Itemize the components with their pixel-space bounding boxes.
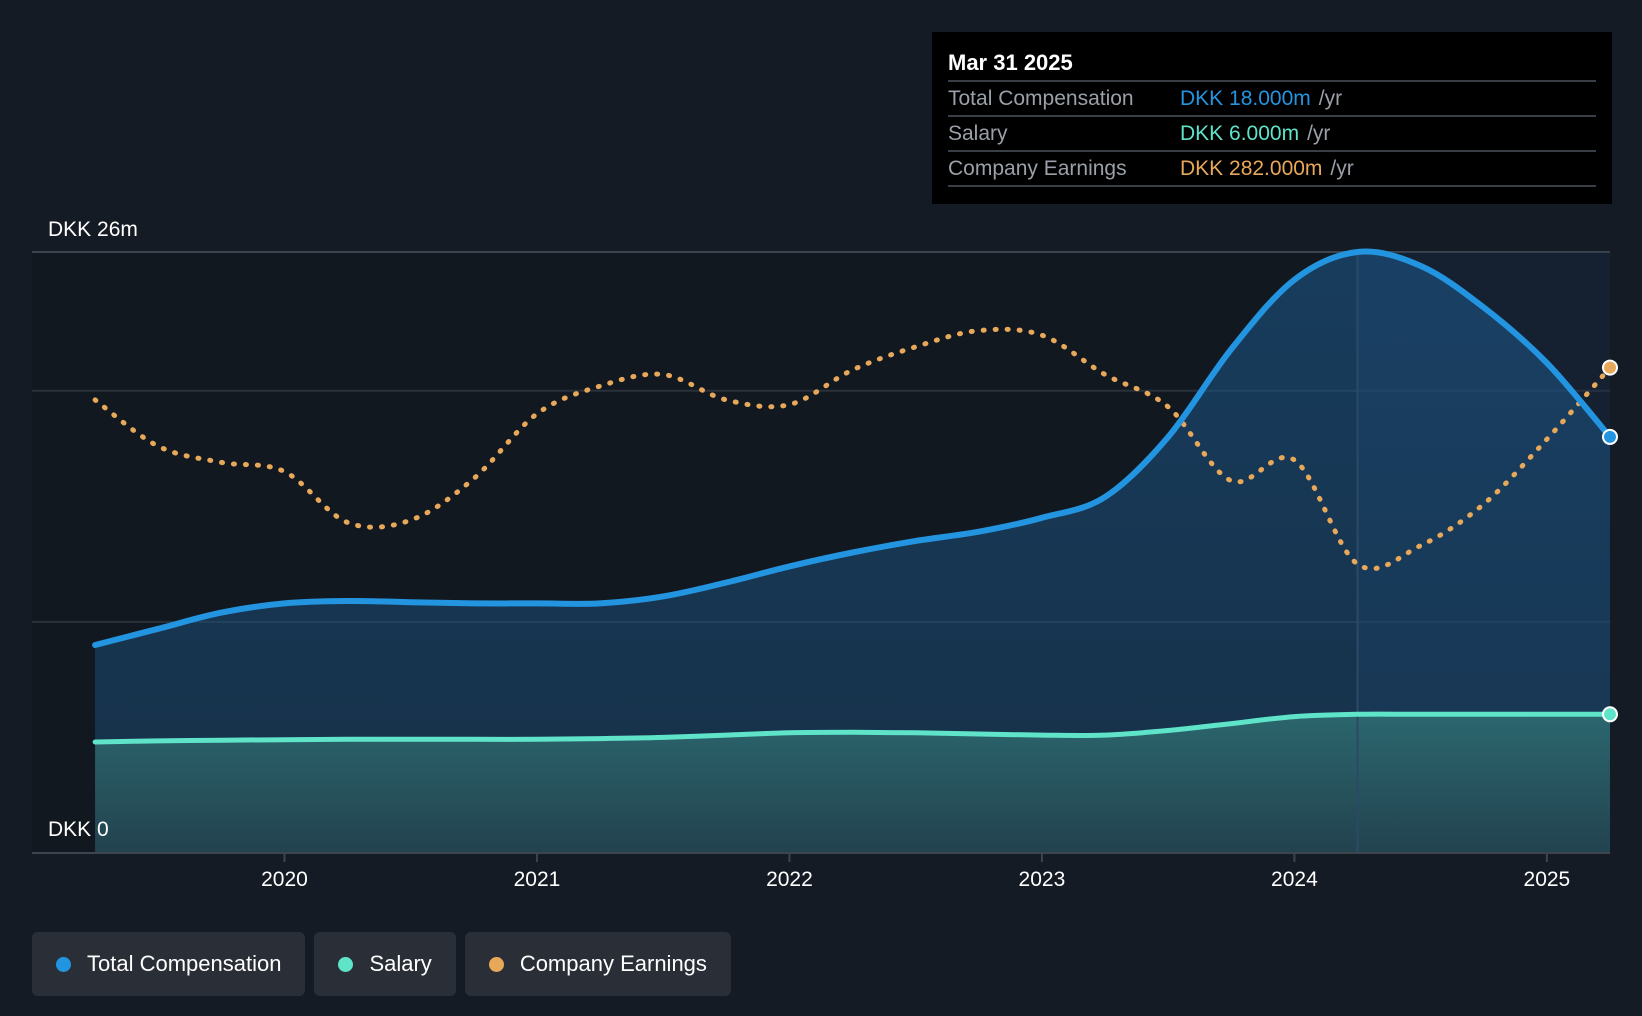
tooltip-value: DKK 6.000m: [1180, 122, 1300, 145]
x-tick-label: 2021: [514, 868, 561, 891]
series-end-marker: [1602, 428, 1618, 445]
salary-line: [92, 711, 1613, 745]
legend-item-company-earnings[interactable]: Company Earnings: [464, 932, 731, 996]
x-tick-label: 2024: [1271, 868, 1318, 891]
legend: Total Compensation Salary Company Earnin…: [32, 932, 731, 996]
tooltip: Mar 31 2025 Total Compensation DKK 18.00…: [932, 32, 1612, 204]
total-compensation-line: [92, 248, 1613, 648]
company-earnings-line: [92, 326, 1613, 572]
legend-item-salary[interactable]: Salary: [314, 932, 456, 996]
tooltip-unit: /yr: [1307, 122, 1331, 145]
x-tick-label: 2025: [1524, 868, 1571, 891]
legend-dot-icon: [488, 956, 504, 972]
x-tick-label: 2022: [766, 868, 813, 891]
tooltip-unit: /yr: [1318, 87, 1343, 110]
tooltip-value: DKK 18.000m: [1180, 87, 1311, 110]
total-compensation-area: [95, 251, 1611, 854]
series-end-marker: [1602, 706, 1618, 723]
tooltip-value: DKK 282.000m: [1180, 157, 1323, 180]
tooltip-label: Salary: [948, 122, 1008, 145]
tooltip-label: Total Compensation: [948, 87, 1134, 110]
x-tick-label: 2023: [1019, 868, 1066, 891]
tooltip-row-total-compensation: Total Compensation DKK 18.000m /yr: [948, 82, 1596, 117]
legend-label: Company Earnings: [519, 951, 707, 976]
series-end-marker: [1602, 359, 1618, 376]
x-tick-label: 2020: [261, 868, 308, 891]
legend-dot-icon: [56, 956, 71, 972]
tooltip-row-salary: Salary DKK 6.000m /yr: [948, 117, 1596, 152]
y-axis-top-label: DKK 26m: [48, 218, 138, 241]
tooltip-unit: /yr: [1330, 157, 1354, 180]
legend-dot-icon: [338, 956, 354, 972]
tooltip-date: Mar 31 2025: [948, 46, 1596, 82]
y-axis-bottom-label: DKK 0: [48, 818, 109, 841]
legend-item-total-compensation[interactable]: Total Compensation: [32, 932, 306, 996]
tooltip-row-company-earnings: Company Earnings DKK 282.000m /yr: [948, 152, 1596, 187]
legend-label: Salary: [369, 951, 432, 976]
tooltip-label: Company Earnings: [948, 157, 1127, 180]
salary-area: [95, 714, 1611, 853]
legend-label: Total Compensation: [87, 951, 282, 976]
